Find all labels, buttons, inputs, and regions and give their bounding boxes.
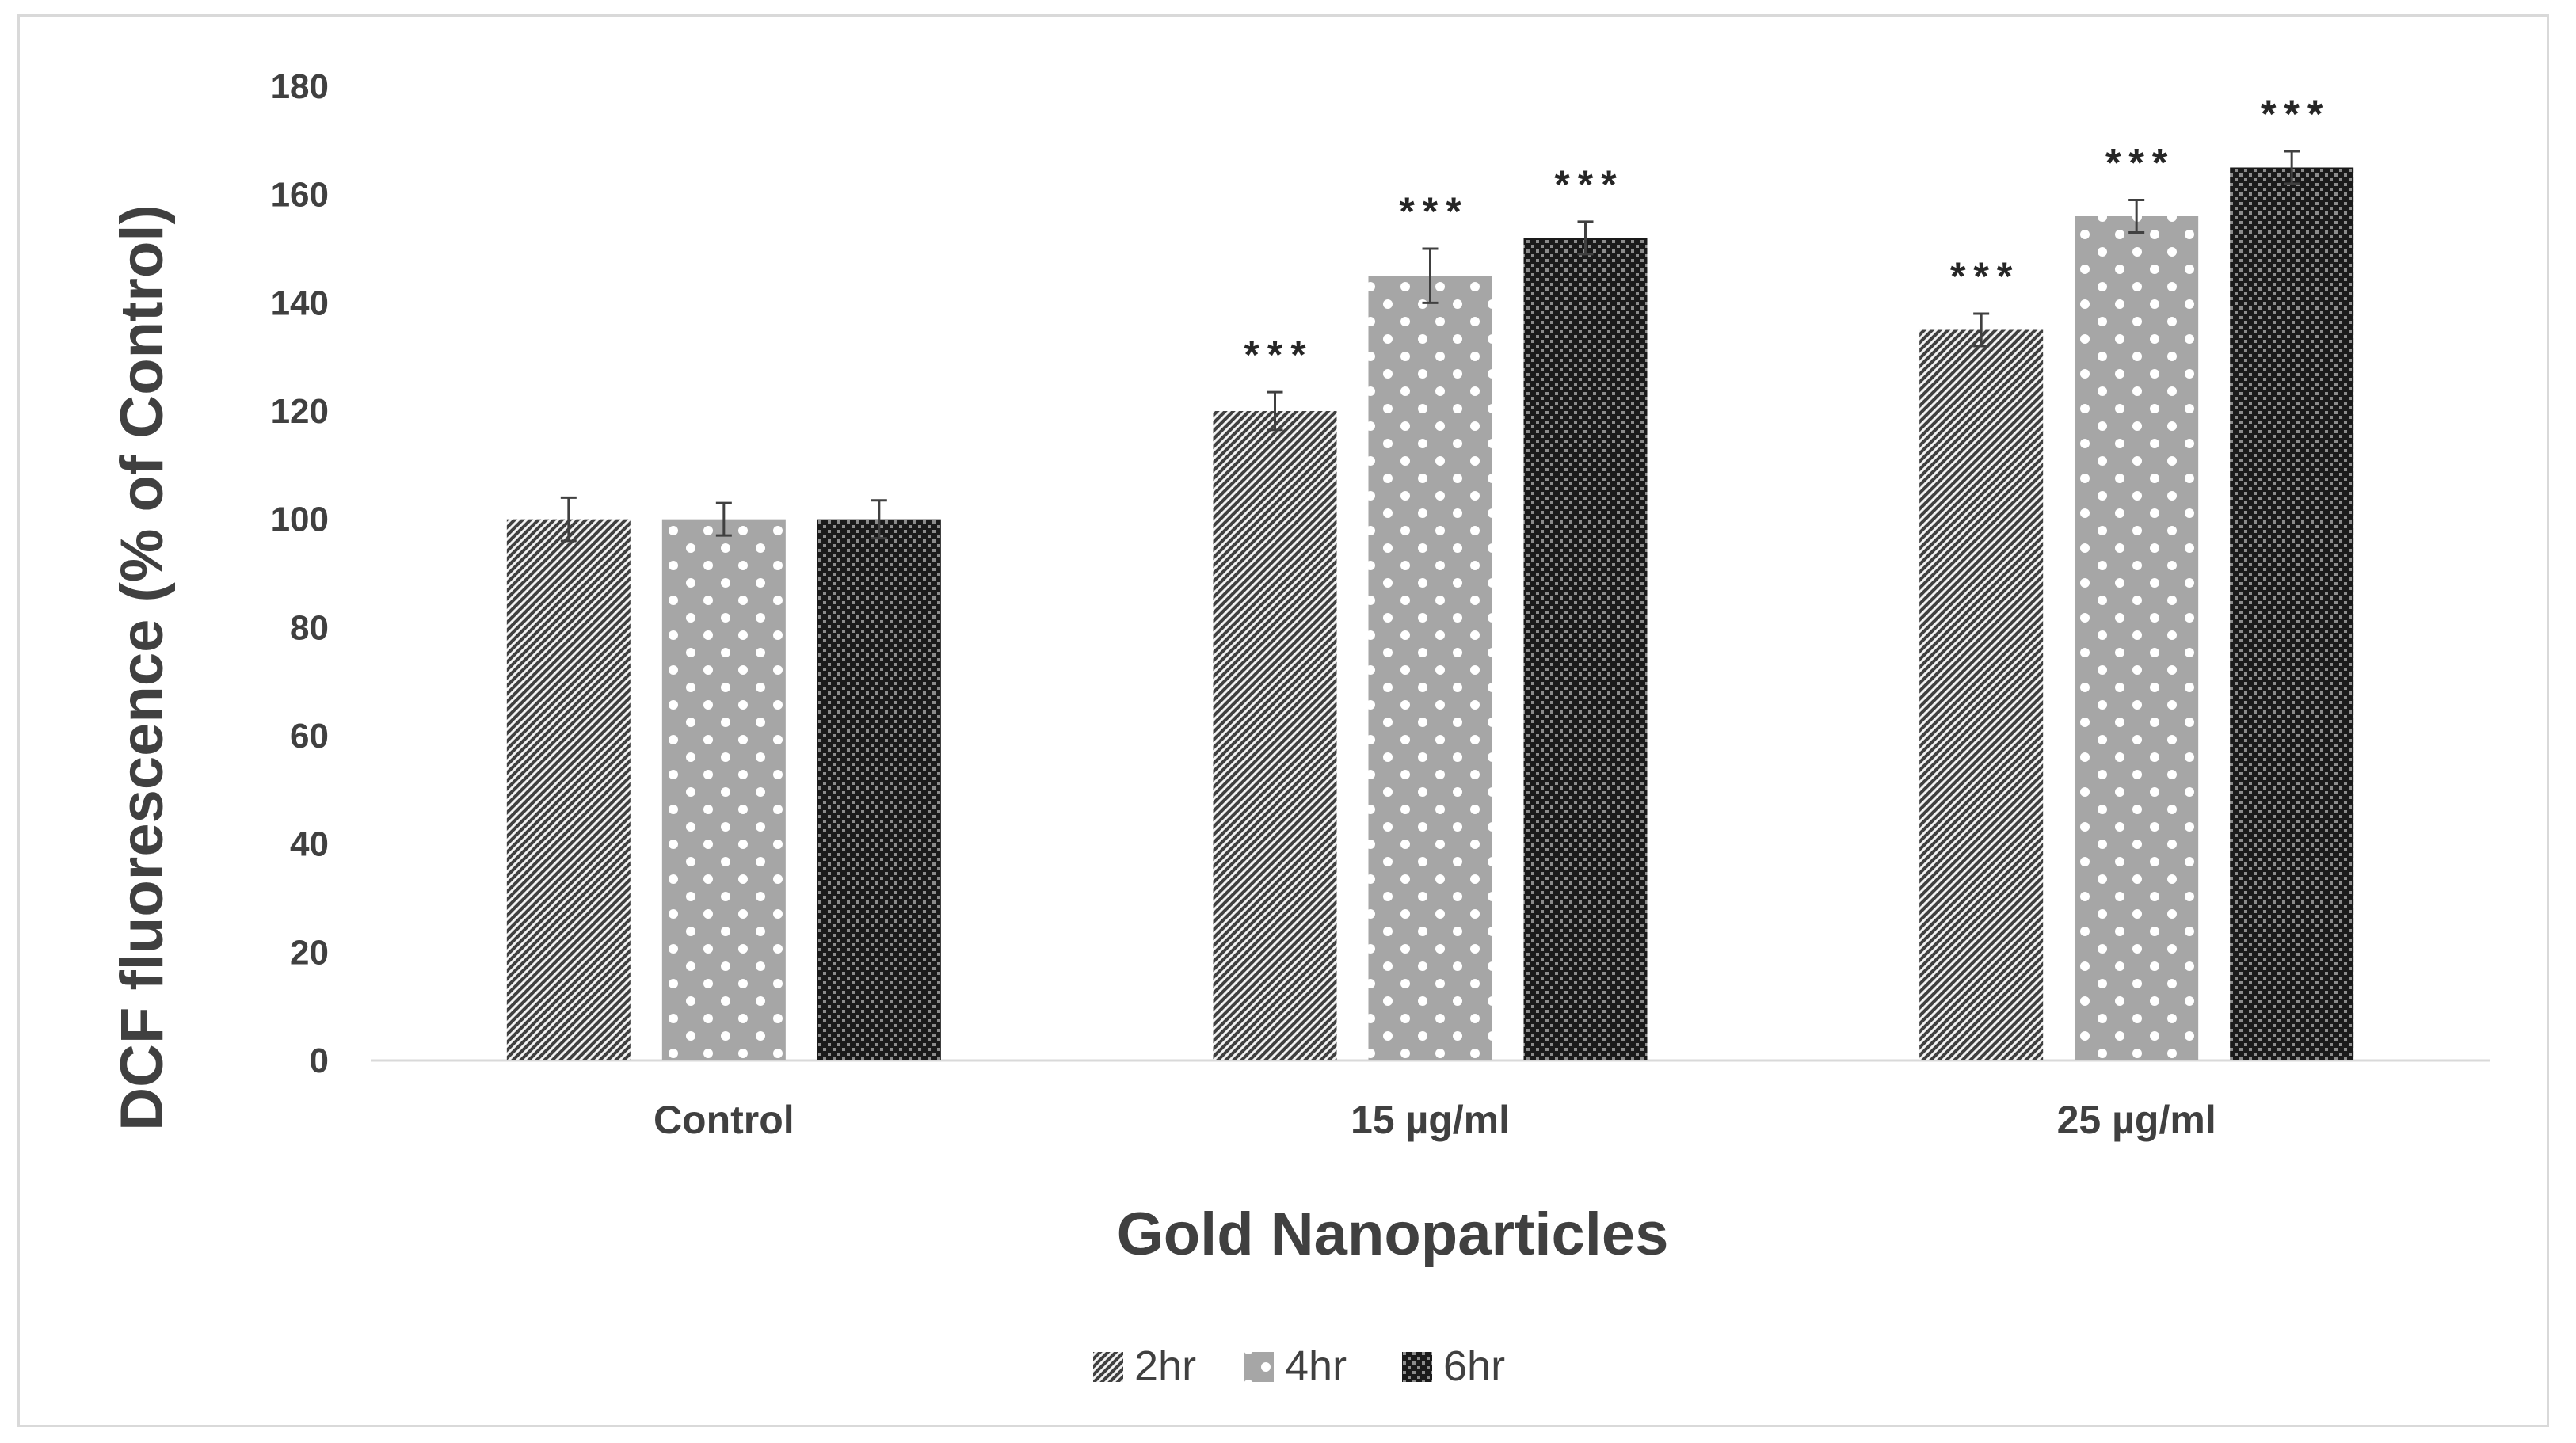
significance-label: *** [1399, 189, 1469, 234]
bar-2hr [1213, 411, 1337, 1060]
significance-label: *** [2261, 92, 2330, 136]
y-tick-label: 140 [271, 284, 329, 322]
y-tick-label: 180 [271, 67, 329, 106]
y-tick-label: 0 [310, 1041, 329, 1080]
legend-label-2hr: 2hr [1134, 1342, 1196, 1390]
legend: 2hr 4hr 6hr [1093, 1342, 1505, 1390]
y-tick-label: 60 [290, 717, 329, 756]
bar-2hr [1919, 329, 2044, 1060]
x-axis-title: Gold Nanoparticles [1117, 1201, 1669, 1268]
legend-label-6hr: 6hr [1443, 1342, 1505, 1390]
x-category-label: 25 µg/ml [2057, 1098, 2216, 1142]
bar-6hr [817, 519, 941, 1060]
significance-label: *** [2105, 141, 2175, 185]
y-tick-label: 40 [290, 825, 329, 864]
y-tick-label: 20 [290, 933, 329, 972]
bar-chart: DCF fluorescence (% of Control) 0 20 40 60 8… [109, 67, 2490, 1390]
significance-label: *** [1950, 254, 2020, 299]
legend-label-4hr: 4hr [1285, 1342, 1347, 1390]
y-axis-title: DCF fluorescence (% of Control) [109, 204, 176, 1131]
y-tick-label: 120 [271, 392, 329, 431]
x-category-label: 15 µg/ml [1351, 1098, 1510, 1142]
bar-4hr [1368, 276, 1492, 1061]
bars: *** *** *** *** *** *** [506, 92, 2354, 1061]
y-tick-label: 80 [290, 608, 329, 647]
legend-swatch-2hr [1093, 1352, 1123, 1382]
y-axis-ticks: 0 20 40 60 80 100 120 140 160 180 [271, 67, 329, 1080]
bar-6hr [2230, 167, 2354, 1060]
bar-4hr [2075, 216, 2199, 1060]
bar-4hr [661, 519, 786, 1060]
x-axis-category-labels: Control 15 µg/ml 25 µg/ml [654, 1098, 2216, 1142]
legend-swatch-6hr [1402, 1352, 1432, 1382]
chart-frame: DCF fluorescence (% of Control) 0 20 40 60 8… [17, 14, 2549, 1427]
significance-label: *** [1244, 333, 1313, 377]
y-tick-label: 160 [271, 176, 329, 215]
x-category-label: Control [654, 1098, 795, 1142]
y-tick-label: 100 [271, 501, 329, 539]
significance-label: *** [1554, 162, 1624, 207]
bar-6hr [1523, 238, 1648, 1060]
legend-swatch-4hr [1244, 1352, 1274, 1382]
bar-2hr [506, 519, 631, 1060]
